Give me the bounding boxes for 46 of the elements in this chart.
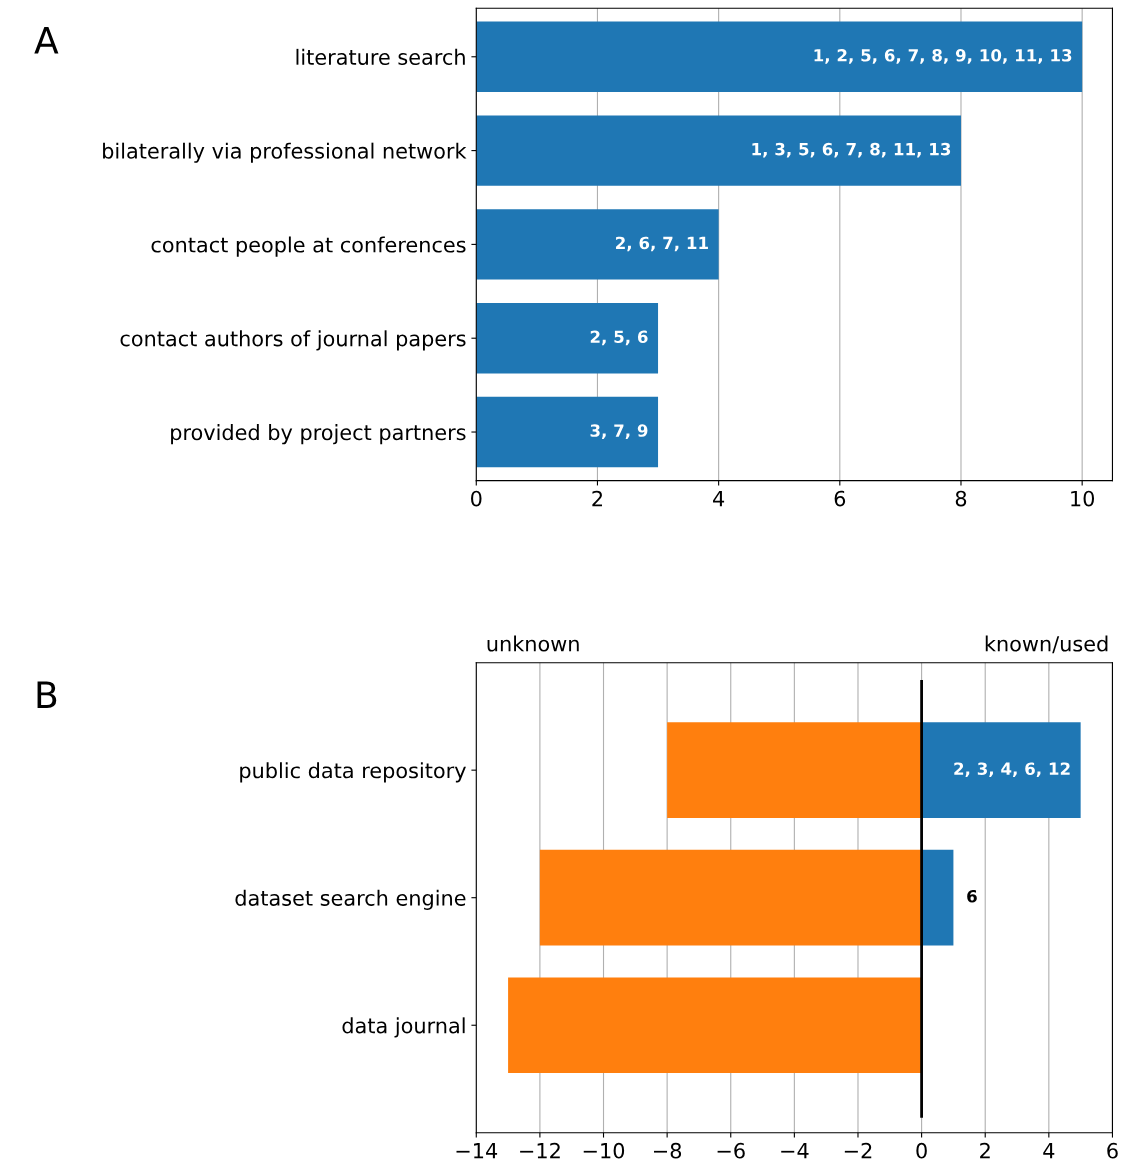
x-tick-label: −12 xyxy=(520,1142,560,1159)
annotation: 3, 7, 9 xyxy=(590,424,648,439)
y-tick-label: bilaterally via professional network xyxy=(103,142,467,163)
x-tick-label: 0 xyxy=(916,1142,927,1159)
x-tick-label: −8 xyxy=(653,1142,682,1159)
x-tick-label: 0 xyxy=(471,490,482,507)
annotation: 6 xyxy=(967,889,977,903)
x-tick-label: −10 xyxy=(583,1142,625,1159)
bar xyxy=(476,115,961,186)
x-tick-label: 2 xyxy=(980,1142,990,1159)
text: B xyxy=(37,681,57,708)
x-tick-label: −6 xyxy=(717,1142,745,1159)
annotation: 1, 3, 5, 6, 7, 8, 11, 13 xyxy=(752,142,951,158)
y-tick-label: contact authors of journal papers xyxy=(120,330,466,351)
bar xyxy=(476,396,659,468)
bar xyxy=(667,722,922,818)
bar xyxy=(921,722,1081,818)
x-tick-label: 6 xyxy=(1107,1142,1118,1159)
bar xyxy=(539,849,922,946)
x-tick-label: −2 xyxy=(844,1142,872,1159)
y-tick-label: literature search xyxy=(296,48,465,65)
x-tick-label: 2 xyxy=(592,490,602,507)
annotation: 2, 3, 4, 6, 12 xyxy=(954,762,1070,778)
y-tick-label: public data repository xyxy=(240,762,466,783)
x-tick-label: 6 xyxy=(834,490,846,507)
bar xyxy=(476,209,719,280)
x-tick-label: 4 xyxy=(713,490,725,507)
bar xyxy=(921,849,954,946)
x-tick-label: −4 xyxy=(781,1143,809,1159)
annotation: 1, 2, 5, 6, 7, 8, 9, 10, 11, 13 xyxy=(814,49,1072,64)
bar xyxy=(476,303,659,374)
bar xyxy=(476,21,1083,92)
x-tick-label: −14 xyxy=(456,1143,498,1159)
x-tick-label: 10 xyxy=(1071,490,1095,507)
annotation: 2, 6, 7, 11 xyxy=(616,236,708,252)
annotation: 2, 5, 6 xyxy=(590,330,648,346)
text: A xyxy=(34,27,59,54)
y-tick-label: provided by project partners xyxy=(171,424,466,445)
y-tick-label: data journal xyxy=(342,1017,465,1038)
bar xyxy=(508,977,922,1074)
text: known/used xyxy=(985,635,1108,654)
x-tick-label: 4 xyxy=(1043,1143,1055,1159)
x-tick-label: 8 xyxy=(955,490,967,507)
y-tick-label: dataset search engine xyxy=(235,889,466,910)
text: unknown xyxy=(487,635,579,652)
y-tick-label: contact people at conferences xyxy=(151,236,466,257)
